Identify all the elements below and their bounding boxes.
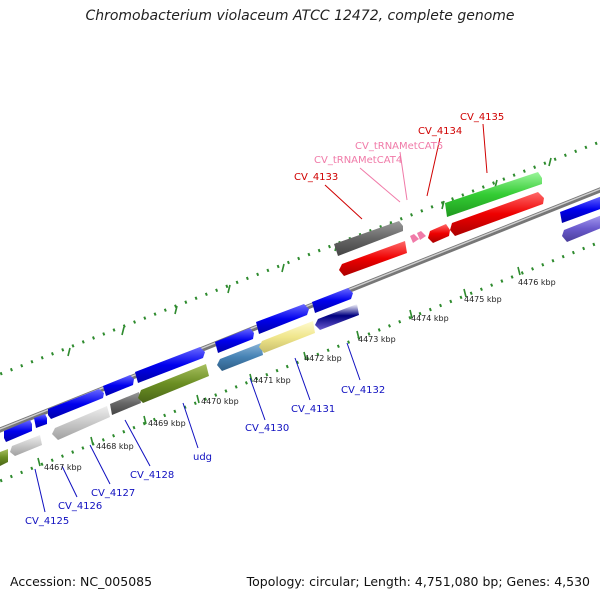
scale-label: 4476 kbp (518, 278, 556, 287)
scale-label: 4473 kbp (358, 335, 396, 344)
leader-trna4 (359, 167, 401, 203)
gene-cv4130-forward[interactable] (215, 328, 254, 353)
gene-cv4128-forward[interactable] (103, 375, 134, 396)
gene-label-cv4133[interactable]: CV_4133 (294, 172, 338, 183)
gene-cv4131-forward[interactable] (256, 304, 309, 334)
gene-label-cv4135[interactable]: CV_4135 (460, 112, 504, 123)
gene-label-trna4[interactable]: CV_tRNAMetCAT4 (314, 155, 402, 166)
accession-text: Accession: NC_005085 (10, 574, 153, 589)
scale-labels: 4467 kbp 4468 kbp 4469 kbp 4470 kbp 4471… (44, 278, 556, 472)
scale-label: 4470 kbp (201, 397, 239, 406)
label-leaders (34, 123, 488, 513)
gene-label-udg[interactable]: udg (193, 452, 212, 463)
scale-tick (356, 330, 360, 340)
gene-cv4127-reverse[interactable] (110, 392, 141, 415)
gene-cv4133-reverse[interactable] (339, 241, 407, 276)
gene-cv4135-forward[interactable] (445, 172, 542, 217)
gene-cv4133-forward[interactable] (334, 221, 403, 256)
gene-right-reverse[interactable] (562, 215, 600, 242)
inner-dotted-track (0, 240, 600, 483)
leader-trna5 (399, 151, 408, 201)
leader-cv4131 (294, 357, 311, 401)
gene-label-trna5[interactable]: CV_tRNAMetCAT5 (355, 141, 443, 152)
scale-tick (143, 415, 147, 425)
scale-tick (441, 200, 445, 210)
leader-cv4127 (89, 444, 111, 485)
scale-tick (303, 351, 307, 361)
gene-cv4131-reverse[interactable] (259, 321, 315, 353)
gene-label-cv4125[interactable]: CV_4125 (25, 516, 69, 527)
trna-metcat4[interactable] (410, 234, 419, 243)
scale-label: 4469 kbp (148, 419, 186, 428)
scale-label: 4467 kbp (44, 463, 82, 472)
gene-udg-reverse[interactable] (138, 364, 209, 403)
leader-udg (182, 402, 199, 449)
gene-labels: CV_4125 CV_4126 CV_4127 CV_4128 udg CV_4… (25, 112, 504, 527)
scale-tick (67, 347, 71, 357)
scale-tick (174, 305, 178, 315)
scale-tick (121, 326, 125, 336)
gene-label-cv4131[interactable]: CV_4131 (291, 404, 335, 415)
scale-ticks (37, 266, 521, 467)
gene-label-cv4127[interactable]: CV_4127 (91, 488, 135, 499)
scale-label: 4474 kbp (411, 314, 449, 323)
gene-left-reverse[interactable] (0, 449, 8, 466)
trna-metcat5[interactable] (417, 231, 426, 240)
leader-cv4126 (61, 465, 78, 498)
gene-cv4126-forward[interactable] (34, 414, 47, 428)
scale-tick (90, 436, 94, 446)
gene-cv4125-reverse[interactable] (10, 435, 42, 456)
leader-cv4133 (324, 184, 363, 220)
scale-label: 4472 kbp (304, 354, 342, 363)
forward-genes (4, 172, 600, 442)
leader-cv4134 (426, 137, 441, 197)
gene-label-cv4130[interactable]: CV_4130 (245, 423, 289, 434)
scale-tick (517, 266, 521, 276)
scale-tick (249, 373, 253, 383)
gene-cv4132-forward[interactable] (312, 288, 353, 313)
scale-tick (409, 309, 413, 319)
gene-label-cv4128[interactable]: CV_4128 (130, 470, 174, 481)
scale-tick (281, 263, 285, 273)
gene-label-cv4132[interactable]: CV_4132 (341, 385, 385, 396)
map-title: Chromobacterium violaceum ATCC 12472, co… (85, 8, 515, 24)
scale-tick (227, 284, 231, 294)
genome-summary-text: Topology: circular; Length: 4,751,080 bp… (246, 574, 590, 589)
gene-right-forward[interactable] (560, 196, 600, 223)
gene-cv4130-reverse[interactable] (217, 343, 263, 371)
gene-cv4126-reverse[interactable] (52, 406, 110, 440)
scale-label: 4475 kbp (464, 295, 502, 304)
gene-label-cv4134[interactable]: CV_4134 (418, 126, 462, 137)
leader-cv4128 (124, 419, 151, 467)
leader-cv4132 (346, 342, 361, 381)
outer-dotted-track (0, 140, 600, 376)
gene-udg-forward[interactable] (135, 347, 205, 383)
scale-tick (196, 394, 200, 404)
gene-cv4125-forward[interactable] (4, 420, 32, 442)
reverse-genes (0, 192, 600, 466)
gene-cv4134-reverse[interactable] (428, 224, 450, 243)
gene-cv4132-reverse[interactable] (315, 304, 359, 330)
scale-label: 4468 kbp (96, 442, 134, 451)
leader-cv4135 (482, 123, 488, 174)
leader-cv4125 (34, 468, 46, 513)
scale-label: 4471 kbp (253, 376, 291, 385)
scale-tick (37, 457, 41, 467)
gene-cv4127-forward[interactable] (48, 389, 104, 419)
gene-cv4135-reverse[interactable] (450, 192, 544, 236)
gene-label-cv4126[interactable]: CV_4126 (58, 501, 102, 512)
scale-tick (463, 288, 467, 298)
scale-tick (548, 157, 552, 167)
leader-cv4130 (249, 377, 266, 421)
